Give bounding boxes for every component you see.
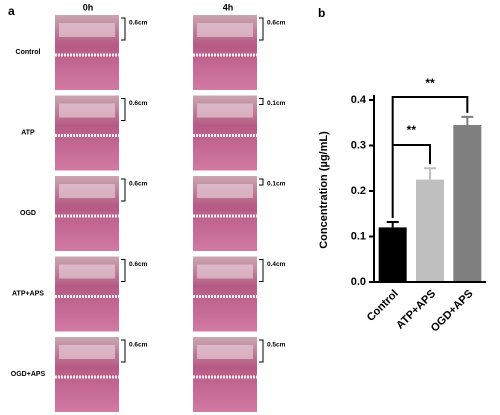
photo-band [59, 345, 115, 359]
measurement: 0.1cm [267, 181, 286, 188]
y-axis-title: Concentration (µg/mL) [318, 131, 330, 249]
row-label: Control [16, 49, 41, 56]
measurement: 0.6cm [129, 342, 148, 349]
measurement: 0.4cm [267, 261, 286, 268]
bracket [259, 339, 264, 363]
bracket [121, 98, 126, 121]
sig-bracket [392, 144, 431, 165]
photo-band [59, 23, 115, 37]
row-label: ATP+APS [12, 290, 44, 297]
photo-band [59, 184, 115, 198]
bracket [121, 339, 126, 363]
photo-band [197, 23, 253, 37]
annotation: ** [407, 123, 417, 137]
bracket [259, 178, 264, 186]
y-tick-label: 0.4 [351, 94, 367, 106]
y-tick-label: 0.2 [351, 185, 366, 197]
photo-band [59, 103, 115, 118]
column-header: 4h [223, 2, 234, 12]
measurement: 0.6cm [267, 20, 286, 27]
photo-band [197, 184, 253, 198]
x-tick-label: Control [365, 288, 401, 324]
bracket [121, 259, 126, 282]
photo-band [197, 264, 253, 279]
measurement: 0.6cm [129, 181, 148, 188]
photo-band [59, 264, 115, 279]
bar [378, 227, 407, 282]
measurement: 0.6cm [129, 100, 148, 107]
y-tick-label: 0.3 [351, 139, 366, 151]
measurement: 0.6cm [129, 20, 148, 27]
bracket [259, 17, 264, 41]
bracket [259, 98, 264, 105]
error-bar [386, 220, 399, 228]
bracket [121, 17, 126, 41]
measurement: 0.6cm [129, 261, 148, 268]
y-tick-label: 0.1 [351, 230, 366, 242]
y-tick-label: 0.0 [351, 276, 366, 288]
bracket [121, 178, 126, 202]
bracket [259, 259, 264, 282]
bar [416, 179, 444, 282]
panel-label: b [318, 6, 325, 20]
annotation: ** [425, 76, 435, 90]
measurement: 0.1cm [267, 100, 286, 107]
column-header: 0h [83, 2, 94, 12]
photo-band [197, 345, 253, 359]
panel-label: a [8, 4, 15, 18]
axes [373, 95, 486, 283]
bar [453, 125, 482, 283]
row-label: ATP [21, 129, 35, 136]
row-label: OGD+APS [11, 371, 46, 378]
error-bar [424, 167, 436, 180]
row-label: OGD [20, 210, 36, 217]
sig-bracket [391, 96, 469, 218]
photo-band [197, 103, 253, 118]
error-bar [461, 115, 474, 126]
measurement: 0.5cm [267, 342, 286, 349]
